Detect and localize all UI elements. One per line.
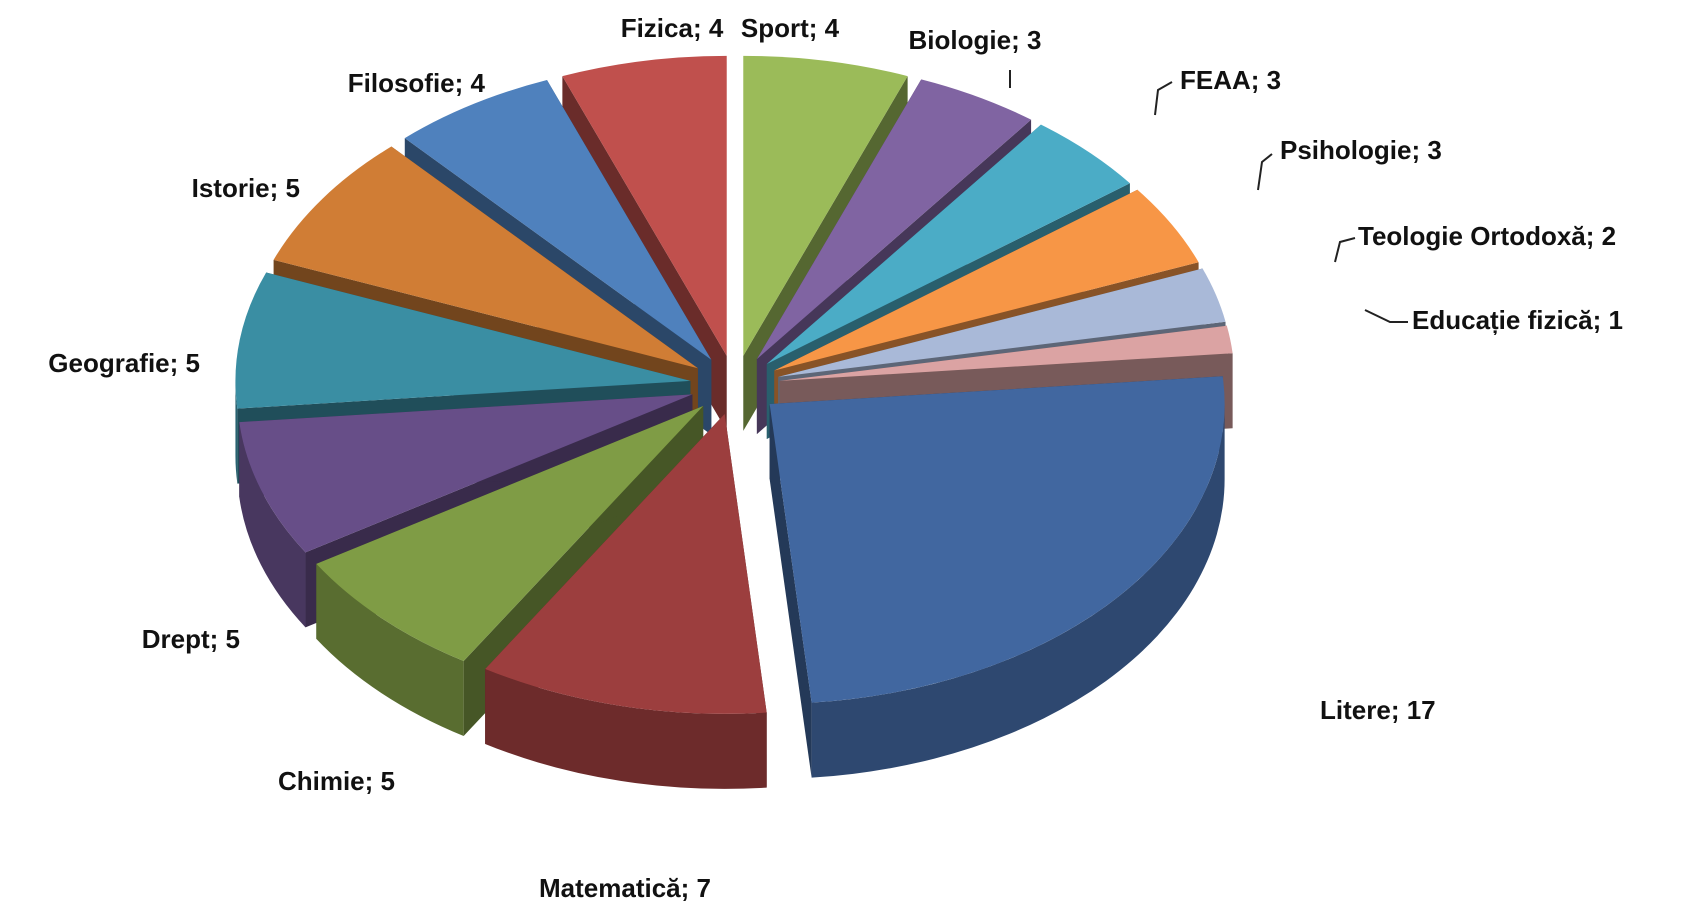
label-value: 4 <box>471 68 486 98</box>
label-value: 3 <box>1427 135 1441 165</box>
label-separator: ; <box>693 13 709 43</box>
label-name: Matematică <box>539 873 681 903</box>
slice-side <box>769 403 812 778</box>
data-label: Psihologie; 3 <box>1280 135 1442 165</box>
label-value: 5 <box>286 173 300 203</box>
label-value: 7 <box>697 873 711 903</box>
label-name: Teologie Ortodoxă <box>1358 221 1586 251</box>
leader-line <box>1257 153 1273 191</box>
label-separator: ; <box>210 624 226 654</box>
slice <box>485 413 767 714</box>
slice-wall <box>235 380 238 484</box>
data-label: Geografie; 5 <box>48 348 200 378</box>
label-separator: ; <box>270 173 286 203</box>
pie <box>235 55 1233 789</box>
slice <box>404 80 712 360</box>
slice <box>779 325 1233 381</box>
label-separator: ; <box>1011 25 1027 55</box>
label-separator: ; <box>1411 135 1427 165</box>
leader-lines <box>1009 70 1408 323</box>
slice-wall <box>811 403 1225 778</box>
label-value: 4 <box>709 13 724 43</box>
label-separator: ; <box>681 873 697 903</box>
label-name: Filosofie <box>348 68 455 98</box>
label-value: 2 <box>1602 221 1616 251</box>
label-separator: ; <box>365 766 381 796</box>
slice <box>239 394 693 553</box>
slice <box>756 79 1032 360</box>
data-label: Fizica; 4 <box>621 13 724 43</box>
data-label: Teologie Ortodoxă; 2 <box>1358 221 1616 251</box>
label-value: 17 <box>1407 695 1436 725</box>
label-name: FEAA <box>1180 65 1251 95</box>
data-label: Matematică; 7 <box>539 873 711 903</box>
data-label: Sport; 4 <box>741 13 840 43</box>
data-label: Chimie; 5 <box>278 766 395 796</box>
label-value: 5 <box>186 348 200 378</box>
slice <box>235 272 691 409</box>
label-separator: ; <box>455 68 471 98</box>
slice <box>273 146 698 369</box>
data-label: Istorie; 5 <box>192 173 300 203</box>
label-name: Chimie <box>278 766 365 796</box>
label-separator: ; <box>809 13 825 43</box>
data-label: Litere; 17 <box>1320 695 1436 725</box>
slice-wall <box>316 563 464 737</box>
label-separator: ; <box>1251 65 1267 95</box>
label-separator: ; <box>1586 221 1602 251</box>
data-label: Educație fizică; 1 <box>1412 305 1623 335</box>
slice <box>774 189 1199 371</box>
slice-wall <box>485 668 767 789</box>
label-value: 3 <box>1267 65 1281 95</box>
label-name: Drept <box>142 624 210 654</box>
slice <box>778 268 1226 377</box>
label-name: Geografie <box>48 348 169 378</box>
slice <box>562 55 727 356</box>
slice <box>316 405 704 662</box>
label-value: 5 <box>226 624 240 654</box>
label-name: Psihologie <box>1280 135 1411 165</box>
label-separator: ; <box>1391 695 1407 725</box>
label-value: 4 <box>825 13 840 43</box>
label-value: 5 <box>381 766 395 796</box>
label-separator: ; <box>170 348 186 378</box>
leader-line <box>1154 81 1173 116</box>
slice <box>743 55 908 356</box>
slice-wall <box>239 422 306 628</box>
data-label: Biologie; 3 <box>909 25 1042 55</box>
label-name: Istorie <box>192 173 270 203</box>
data-label: FEAA; 3 <box>1180 65 1281 95</box>
data-label: Filosofie; 4 <box>348 68 486 98</box>
label-name: Sport <box>741 13 809 43</box>
leader-line <box>1334 237 1356 263</box>
leader-line <box>1364 309 1408 323</box>
label-name: Educație fizică <box>1412 305 1593 335</box>
label-name: Litere <box>1320 695 1391 725</box>
label-value: 1 <box>1609 305 1623 335</box>
slice <box>769 376 1225 703</box>
label-separator: ; <box>1593 305 1609 335</box>
label-name: Biologie <box>909 25 1012 55</box>
slice <box>766 124 1130 365</box>
label-value: 3 <box>1027 25 1041 55</box>
label-name: Fizica <box>621 13 694 43</box>
data-label: Drept; 5 <box>142 624 240 654</box>
